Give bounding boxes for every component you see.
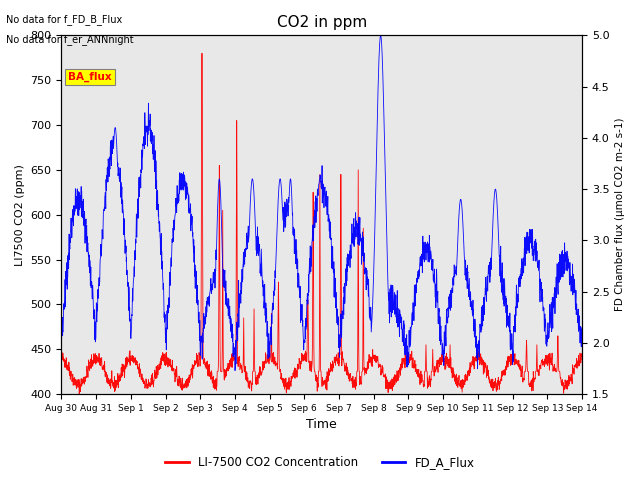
X-axis label: Time: Time — [307, 419, 337, 432]
Title: CO2 in ppm: CO2 in ppm — [276, 15, 367, 30]
Text: No data for f_FD_B_Flux: No data for f_FD_B_Flux — [6, 14, 123, 25]
Y-axis label: FD Chamber flux (μmol CO2 m-2 s-1): FD Chamber flux (μmol CO2 m-2 s-1) — [615, 118, 625, 312]
Y-axis label: LI7500 CO2 (ppm): LI7500 CO2 (ppm) — [15, 164, 25, 265]
Legend: LI-7500 CO2 Concentration, FD_A_Flux: LI-7500 CO2 Concentration, FD_A_Flux — [161, 452, 479, 474]
Text: No data for f_er_ANNnight: No data for f_er_ANNnight — [6, 34, 134, 45]
Text: BA_flux: BA_flux — [68, 72, 112, 82]
